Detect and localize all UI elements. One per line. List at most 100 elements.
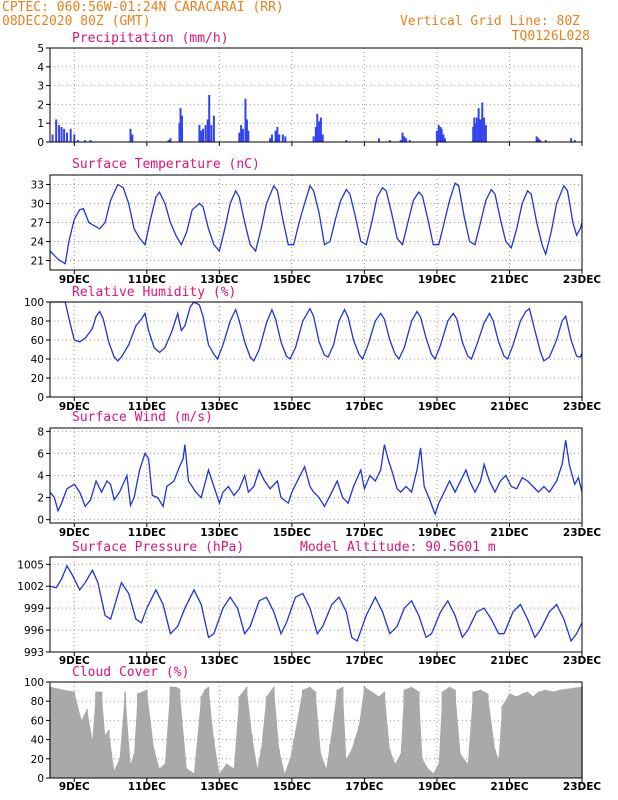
cloud-cover-bar (486, 693, 489, 778)
cloud-cover-bar (336, 689, 339, 778)
cloud-cover-bar (552, 691, 554, 778)
cloud-cover-bar (508, 693, 511, 778)
y-tick-label: 2 (37, 493, 44, 505)
precip-bar (76, 140, 79, 142)
precip-bar (169, 138, 172, 142)
precip-bar (200, 130, 203, 142)
cloud-cover-bar (358, 725, 360, 778)
cloud-cover-bar (193, 773, 195, 778)
cloud-cover-bar (251, 734, 253, 778)
y-tick-label: 80 (31, 696, 44, 708)
y-tick-label: 0 (37, 392, 44, 404)
cloud-cover-bar (113, 770, 115, 778)
precip-bar (274, 130, 277, 142)
x-tick-label: 17DEC (345, 527, 384, 539)
precip-bar (535, 136, 538, 142)
y-tick-label: 0 (37, 137, 44, 149)
cloud-cover-bar (437, 763, 440, 778)
cloud-cover-bar (283, 773, 286, 778)
cloud-cover-bar (107, 730, 110, 778)
cloud-cover-bar (73, 691, 76, 778)
y-tick-label: 27 (31, 218, 44, 230)
x-tick-label: 23DEC (563, 274, 602, 286)
grid-lines (50, 428, 582, 523)
cloud-cover-bar (245, 686, 248, 778)
cloud-cover-bar (200, 696, 203, 778)
y-tick-label: 6 (37, 448, 44, 460)
precip-bar (539, 140, 542, 142)
panel-3: Relative Humidity (%) 0 20 40 60 80 100 9DEC 11D… (24, 285, 601, 413)
cloud-cover-bar (238, 696, 241, 778)
x-tick-label: 13DEC (200, 527, 239, 539)
precip-bar (245, 119, 248, 142)
x-tick-label: 9DEC (59, 781, 90, 793)
cloud-cover-bar (207, 686, 210, 778)
cloud-cover-bar (136, 693, 139, 778)
cloud-cover-bar (133, 754, 135, 778)
precip-bar (440, 128, 443, 142)
precip-bar (570, 138, 573, 142)
panel-4: Surface Wind (m/s) 0 2 4 6 8 9DEC 11DEC 13DEC 15D… (37, 410, 601, 539)
x-tick-label: 17DEC (345, 781, 384, 793)
cloud-cover-bar (388, 749, 391, 778)
x-tick-label: 9DEC (59, 527, 90, 539)
cloud-cover-bar (272, 686, 275, 778)
cloud-cover-bar (494, 749, 496, 778)
x-tick-label: 13DEC (200, 401, 239, 413)
precip-bar (244, 98, 247, 142)
cloud-cover-bar (169, 686, 172, 778)
cloud-cover-bar (218, 773, 221, 778)
y-tick-label: 2 (37, 99, 44, 111)
x-tick-label: 9DEC (59, 655, 90, 667)
cloud-cover-bar (86, 708, 88, 778)
cloud-cover-bar (213, 739, 215, 778)
y-tick-label: 1 (37, 118, 44, 130)
precip-bar (319, 117, 322, 142)
precip-bar (241, 128, 244, 142)
series-line (50, 301, 583, 363)
precip-bar (84, 140, 87, 142)
cloud-cover-bar (104, 734, 106, 778)
y-tick-label: 21 (31, 256, 44, 268)
y-tick-label: 33 (31, 180, 44, 192)
precip-bar (66, 132, 69, 142)
header-station-line: CPTEC: 060:56W-01:24N CARACARAI (RR) (2, 0, 284, 15)
x-tick-label: 11DEC (128, 655, 167, 667)
cloud-cover-bar (204, 689, 206, 778)
cloud-cover-bar (185, 768, 188, 778)
cloud-cover-bar (320, 754, 322, 778)
x-tick-label: 17DEC (345, 655, 384, 667)
precip-bar (276, 126, 279, 142)
cloud-cover-bar (175, 686, 177, 778)
cloud-cover-bar (403, 689, 406, 778)
cloud-cover-bar (325, 768, 328, 778)
cloud-cover-bar (80, 720, 83, 778)
precip-bar (388, 140, 391, 142)
x-tick-label: 11DEC (128, 274, 167, 286)
grid-lines (50, 557, 582, 652)
precip-bar (238, 132, 241, 142)
precip-bar (345, 140, 348, 142)
y-tick-label: 20 (31, 373, 44, 385)
precip-bar (377, 138, 380, 142)
precip-bar (318, 121, 321, 142)
x-tick-label: 19DEC (418, 655, 457, 667)
x-tick-label: 23DEC (563, 401, 602, 413)
panel-title: Relative Humidity (%) (72, 285, 236, 300)
plot-frame (49, 301, 583, 398)
y-tick-label: 40 (31, 354, 44, 366)
precip-bar (484, 125, 487, 142)
cloud-cover-bar (265, 696, 268, 778)
x-tick-label: 19DEC (418, 401, 457, 413)
cloud-cover-bar (427, 768, 429, 778)
cloud-cover-bar (350, 749, 353, 778)
panel-6: Cloud Cover (%) 0 20 40 60 80 100 9DEC 11DEC 13DE… (24, 665, 601, 793)
cloud-cover-bar (158, 768, 161, 778)
cloud-cover-bar (418, 691, 420, 778)
x-tick-label: 15DEC (273, 781, 312, 793)
cloud-cover-bar (314, 691, 317, 778)
x-tick-label: 13DEC (200, 274, 239, 286)
bar-series (51, 95, 576, 142)
panel-title: Cloud Cover (%) (72, 665, 189, 680)
precip-bar (240, 125, 243, 142)
